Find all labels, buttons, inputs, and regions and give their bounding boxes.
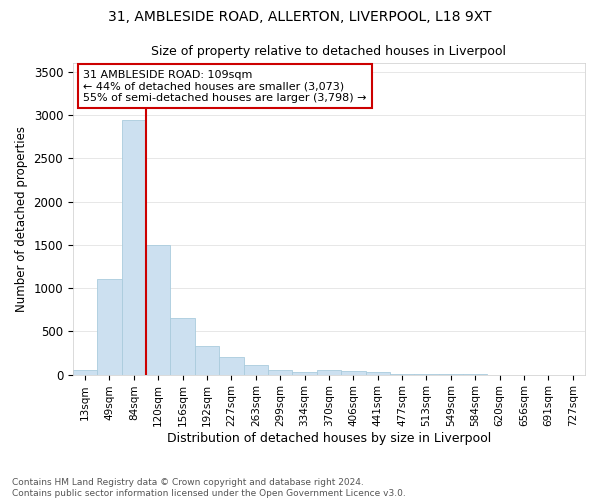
Bar bbox=[268, 370, 292, 374]
Bar bbox=[365, 372, 390, 374]
Bar bbox=[195, 346, 219, 374]
Text: Contains HM Land Registry data © Crown copyright and database right 2024.
Contai: Contains HM Land Registry data © Crown c… bbox=[12, 478, 406, 498]
Bar bbox=[292, 372, 317, 374]
X-axis label: Distribution of detached houses by size in Liverpool: Distribution of detached houses by size … bbox=[167, 432, 491, 445]
Title: Size of property relative to detached houses in Liverpool: Size of property relative to detached ho… bbox=[151, 45, 506, 58]
Bar bbox=[73, 370, 97, 374]
Text: 31 AMBLESIDE ROAD: 109sqm
← 44% of detached houses are smaller (3,073)
55% of se: 31 AMBLESIDE ROAD: 109sqm ← 44% of detac… bbox=[83, 70, 367, 103]
Text: 31, AMBLESIDE ROAD, ALLERTON, LIVERPOOL, L18 9XT: 31, AMBLESIDE ROAD, ALLERTON, LIVERPOOL,… bbox=[108, 10, 492, 24]
Bar bbox=[146, 245, 170, 374]
Bar bbox=[170, 318, 195, 374]
Bar bbox=[97, 280, 122, 374]
Bar bbox=[341, 371, 365, 374]
Bar bbox=[122, 120, 146, 374]
Bar bbox=[244, 365, 268, 374]
Bar bbox=[219, 358, 244, 374]
Y-axis label: Number of detached properties: Number of detached properties bbox=[15, 126, 28, 312]
Bar bbox=[317, 370, 341, 374]
